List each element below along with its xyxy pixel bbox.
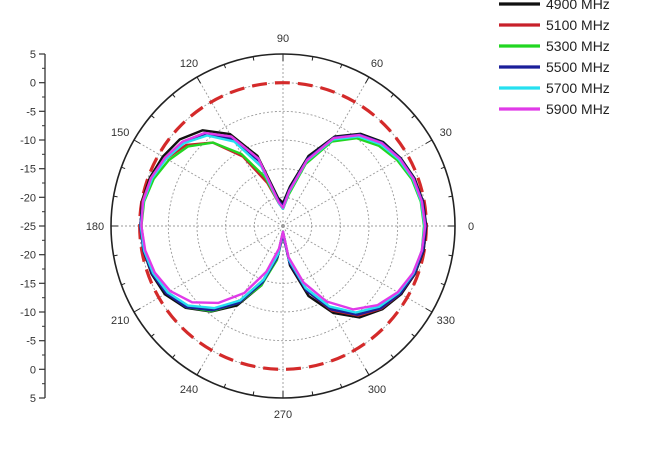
angle-tick-label: 30 xyxy=(440,127,452,139)
grid-spoke xyxy=(282,76,370,227)
radial-tick-label: 0 xyxy=(30,364,36,376)
angular-tick-mark xyxy=(252,391,255,396)
series-group xyxy=(139,129,428,319)
angular-tick-mark xyxy=(121,166,126,170)
polar-grid xyxy=(110,53,456,399)
radial-tick-label: -20 xyxy=(20,192,36,204)
angular-tick-labels: 0 30 60 90 120 150 180 210 240 270 300 330 xyxy=(86,33,474,421)
grid-spoke xyxy=(133,225,284,313)
angular-tick-mark xyxy=(252,56,255,61)
radial-tick-label: -5 xyxy=(26,336,36,348)
radial-tick-label: -15 xyxy=(20,164,36,176)
angular-tick-mark xyxy=(113,195,118,198)
grid-spoke xyxy=(282,225,433,313)
angular-tick-mark xyxy=(133,139,141,144)
angle-tick-label: 240 xyxy=(180,384,198,396)
angle-tick-label: 210 xyxy=(111,315,129,327)
angular-tick-mark xyxy=(339,383,343,388)
angular-tick-mark xyxy=(311,391,314,396)
grid-spoke xyxy=(196,76,284,227)
angular-tick-mark xyxy=(133,308,141,313)
angular-tick-mark xyxy=(223,64,227,69)
angle-tick-label: 60 xyxy=(371,58,383,70)
angle-tick-label: 90 xyxy=(277,33,289,45)
radial-tick-label: -10 xyxy=(20,307,36,319)
angular-tick-mark xyxy=(448,195,453,198)
radial-tick-label: -15 xyxy=(20,278,36,290)
legend: 4900 MHz 5100 MHz 5300 MHz 5500 MHz 5700 MHz… xyxy=(499,0,610,117)
grid-spoke xyxy=(282,225,370,376)
angle-tick-label: 0 xyxy=(468,221,474,233)
angle-tick-label: 270 xyxy=(274,409,292,421)
angular-tick-mark xyxy=(196,368,201,376)
angular-tick-mark xyxy=(172,354,176,359)
angular-tick-mark xyxy=(223,383,227,388)
angular-tick-mark xyxy=(150,115,155,119)
radial-tick-label: 0 xyxy=(30,78,36,90)
angular-tick-mark xyxy=(365,368,370,376)
angular-tick-mark xyxy=(425,308,433,313)
angular-tick-mark xyxy=(411,333,416,337)
angular-tick-mark xyxy=(411,115,416,119)
angular-tick-mark xyxy=(339,64,343,69)
radial-tick-label: -10 xyxy=(20,135,36,147)
legend-label-0: 4900 MHz xyxy=(546,0,610,12)
series-line-5 xyxy=(140,131,427,311)
radial-tick-label: 5 xyxy=(30,49,36,61)
legend-label-4: 5700 MHz xyxy=(546,80,610,96)
angle-tick-label: 150 xyxy=(111,127,129,139)
radial-tick-label: -5 xyxy=(26,106,36,118)
angular-tick-mark xyxy=(440,282,445,286)
angular-tick-mark xyxy=(440,166,445,170)
angle-tick-label: 180 xyxy=(86,221,104,233)
radial-tick-label: -25 xyxy=(20,221,36,233)
angle-tick-label: 330 xyxy=(437,315,455,327)
series-line-0 xyxy=(139,129,428,319)
angular-tick-mark xyxy=(311,56,314,61)
angular-tick-mark xyxy=(390,93,394,98)
radial-tick-label: -20 xyxy=(20,250,36,262)
angular-tick-mark xyxy=(425,139,433,144)
legend-label-1: 5100 MHz xyxy=(546,17,610,33)
grid-circle xyxy=(167,110,399,342)
grid-spoke xyxy=(196,225,284,376)
angular-tick-mark xyxy=(390,354,394,359)
angular-tick-mark xyxy=(113,254,118,257)
grid-spoke xyxy=(133,139,284,227)
angle-tick-label: 120 xyxy=(180,58,198,70)
angular-tick-mark xyxy=(448,254,453,257)
angular-tick-mark xyxy=(365,76,370,84)
angular-tick-mark xyxy=(172,93,176,98)
legend-label-2: 5300 MHz xyxy=(546,38,610,54)
legend-label-3: 5500 MHz xyxy=(546,59,610,75)
angular-tick-mark xyxy=(150,333,155,337)
legend-label-5: 5900 MHz xyxy=(546,101,610,117)
angle-tick-label: 300 xyxy=(368,384,386,396)
radial-tick-label: 5 xyxy=(30,393,36,405)
radial-axis: 5 0 -5 -10 -15 -20 -25 -20 -15 -10 -5 0 5 xyxy=(20,49,46,405)
angular-tick-mark xyxy=(196,76,201,84)
grid-spoke xyxy=(282,139,433,227)
angular-tick-mark xyxy=(121,282,126,286)
